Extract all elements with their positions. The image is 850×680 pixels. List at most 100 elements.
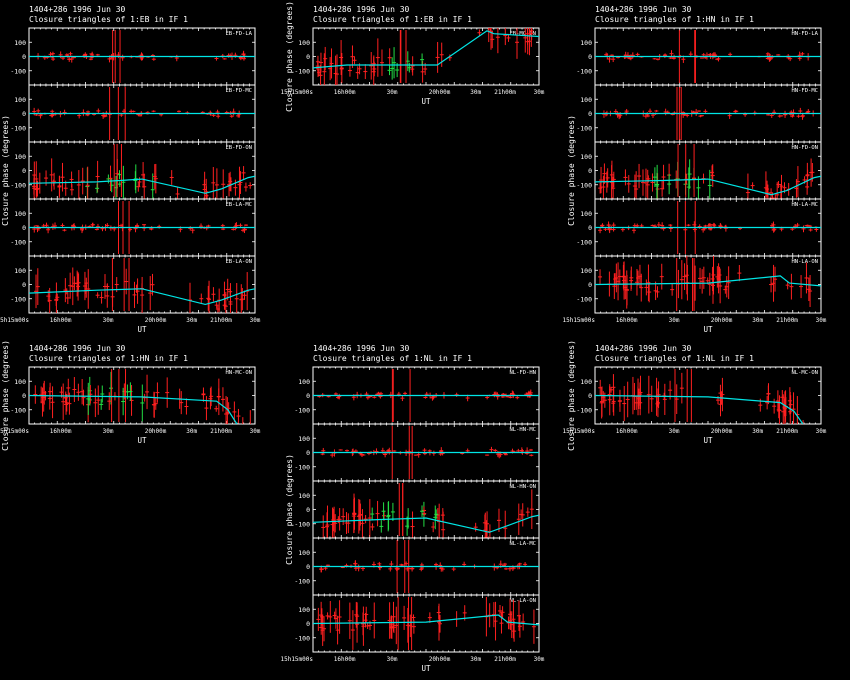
y-tick-label: 100 bbox=[14, 378, 26, 386]
y-tick-label: 0 bbox=[588, 167, 592, 175]
y-tick-label: 100 bbox=[14, 39, 26, 47]
y-tick-label: 100 bbox=[580, 96, 592, 104]
x-tick-label: 16h00m bbox=[334, 89, 356, 96]
model-curve bbox=[595, 394, 804, 424]
plot-title: Closure triangles of 1:NL in IF 1 bbox=[313, 354, 472, 363]
y-tick-label: 0 bbox=[306, 620, 310, 628]
x-tick-label: 16h00m bbox=[334, 656, 356, 663]
plot-source: 1404+286 1996 Jun 30 bbox=[29, 344, 126, 353]
x-tick-label: 21h00m bbox=[210, 317, 232, 324]
panel-data bbox=[595, 87, 821, 140]
y-tick-label: -100 bbox=[10, 406, 26, 414]
x-tick-label: 30m bbox=[752, 317, 763, 324]
x-tick-label: 21h00m bbox=[776, 428, 798, 435]
panel-eb-fd-mc: 100 0 -100 EB-FD-MC bbox=[10, 84, 256, 143]
triangle-label: EB-LA-MC bbox=[226, 202, 253, 208]
x-axis-label: UT bbox=[421, 97, 431, 106]
panel-data bbox=[595, 201, 821, 254]
y-axis-label: Closure phase (degrees) bbox=[567, 340, 576, 451]
x-tick-label: 15h15m00s bbox=[0, 317, 29, 324]
panel-data bbox=[313, 426, 539, 479]
x-tick-label: 15h15m00s bbox=[562, 317, 595, 324]
plot-source: 1404+286 1996 Jun 30 bbox=[595, 5, 692, 14]
x-tick-label: 20h00m bbox=[711, 428, 733, 435]
x-tick-label: 20h00m bbox=[711, 317, 733, 324]
panel-eb-mc-on: 100 0 -100 EB-MC-ON bbox=[294, 27, 540, 86]
plot-title: Closure triangles of 1:EB in IF 1 bbox=[313, 15, 472, 24]
x-tick-label: 15h15m00s bbox=[280, 89, 313, 96]
model-curve bbox=[313, 514, 539, 533]
panel-nl-la-mc: 100 0 -100 NL-LA-MC bbox=[294, 537, 540, 596]
panel-data bbox=[595, 144, 821, 199]
y-tick-label: 100 bbox=[298, 606, 310, 614]
plot-title: Closure triangles of 1:HN in IF 1 bbox=[29, 354, 188, 363]
y-tick-label: 0 bbox=[22, 167, 26, 175]
y-tick-label: -100 bbox=[576, 181, 592, 189]
y-tick-label: -100 bbox=[294, 67, 310, 75]
panel-nl-hn-on: 100 0 -100 NL-HN-ON bbox=[294, 480, 540, 539]
x-axis-label: UT bbox=[137, 436, 147, 445]
x-tick-label: 21h00m bbox=[210, 428, 232, 435]
plot-title: Closure triangles of 1:NL in IF 1 bbox=[595, 354, 754, 363]
x-tick-label: 30m bbox=[816, 428, 827, 435]
plot-source: 1404+286 1996 Jun 30 bbox=[313, 5, 410, 14]
x-tick-label: 30m bbox=[186, 317, 197, 324]
panel-data bbox=[29, 369, 251, 424]
y-tick-label: 100 bbox=[14, 153, 26, 161]
plot-title: Closure triangles of 1:EB in IF 1 bbox=[29, 15, 188, 24]
y-tick-label: 100 bbox=[298, 492, 310, 500]
y-tick-label: 0 bbox=[306, 53, 310, 61]
x-tick-label: 20h00m bbox=[429, 89, 451, 96]
x-tick-label: 16h00m bbox=[50, 428, 72, 435]
panel-data bbox=[313, 540, 539, 593]
panel-data bbox=[29, 30, 255, 83]
y-tick-label: 100 bbox=[14, 210, 26, 218]
triangle-label: NL-HN-MC bbox=[510, 427, 537, 433]
y-axis-label: Closure phase (degrees) bbox=[285, 1, 294, 112]
y-tick-label: -100 bbox=[576, 406, 592, 414]
y-tick-label: -100 bbox=[576, 295, 592, 303]
triangle-label: EB-FD-LA bbox=[226, 31, 253, 37]
y-tick-label: -100 bbox=[294, 406, 310, 414]
y-tick-label: 0 bbox=[22, 110, 26, 118]
panel-hn-fd-on: 100 0 -100 HN-FD-ON bbox=[576, 141, 822, 200]
triangle-label: NL-LA-ON bbox=[510, 598, 537, 604]
y-tick-label: 100 bbox=[298, 39, 310, 47]
plot-source: 1404+286 1996 Jun 30 bbox=[595, 344, 692, 353]
y-tick-label: 0 bbox=[306, 392, 310, 400]
x-tick-label: 30m bbox=[387, 656, 398, 663]
panel-data bbox=[313, 28, 539, 85]
y-tick-label: -100 bbox=[294, 520, 310, 528]
panel-eb-la-mc: 100 0 -100 EB-LA-MC bbox=[10, 198, 256, 257]
triangle-label: EB-FD-MC bbox=[226, 88, 253, 94]
panel-data bbox=[313, 483, 539, 538]
plot-title: Closure triangles of 1:HN in IF 1 bbox=[595, 15, 754, 24]
x-tick-label: 30m bbox=[103, 428, 114, 435]
y-tick-label: 0 bbox=[588, 224, 592, 232]
panel-nl-mc-on: 100 0 -100 NL-MC-ON bbox=[576, 366, 822, 425]
model-curve bbox=[29, 394, 238, 424]
y-tick-label: 100 bbox=[298, 549, 310, 557]
model-curve bbox=[29, 288, 255, 306]
y-tick-label: 100 bbox=[580, 39, 592, 47]
x-tick-label: 16h00m bbox=[616, 317, 638, 324]
y-axis-label: Closure phase (degrees) bbox=[1, 340, 10, 451]
y-tick-label: -100 bbox=[294, 634, 310, 642]
y-tick-label: 0 bbox=[306, 506, 310, 514]
panel-hn-la-mc: 100 0 -100 HN-LA-MC bbox=[576, 198, 822, 257]
y-tick-label: 100 bbox=[14, 96, 26, 104]
y-tick-label: -100 bbox=[294, 463, 310, 471]
x-tick-label: 30m bbox=[752, 428, 763, 435]
x-tick-label: 21h00m bbox=[494, 89, 516, 96]
triangle-label: HN-MC-ON bbox=[226, 370, 253, 376]
y-tick-label: 0 bbox=[22, 224, 26, 232]
x-tick-label: 30m bbox=[250, 428, 261, 435]
x-tick-label: 30m bbox=[534, 656, 545, 663]
triangle-label: EB-LA-ON bbox=[226, 259, 253, 265]
triangle-label: HN-FD-ON bbox=[792, 145, 819, 151]
